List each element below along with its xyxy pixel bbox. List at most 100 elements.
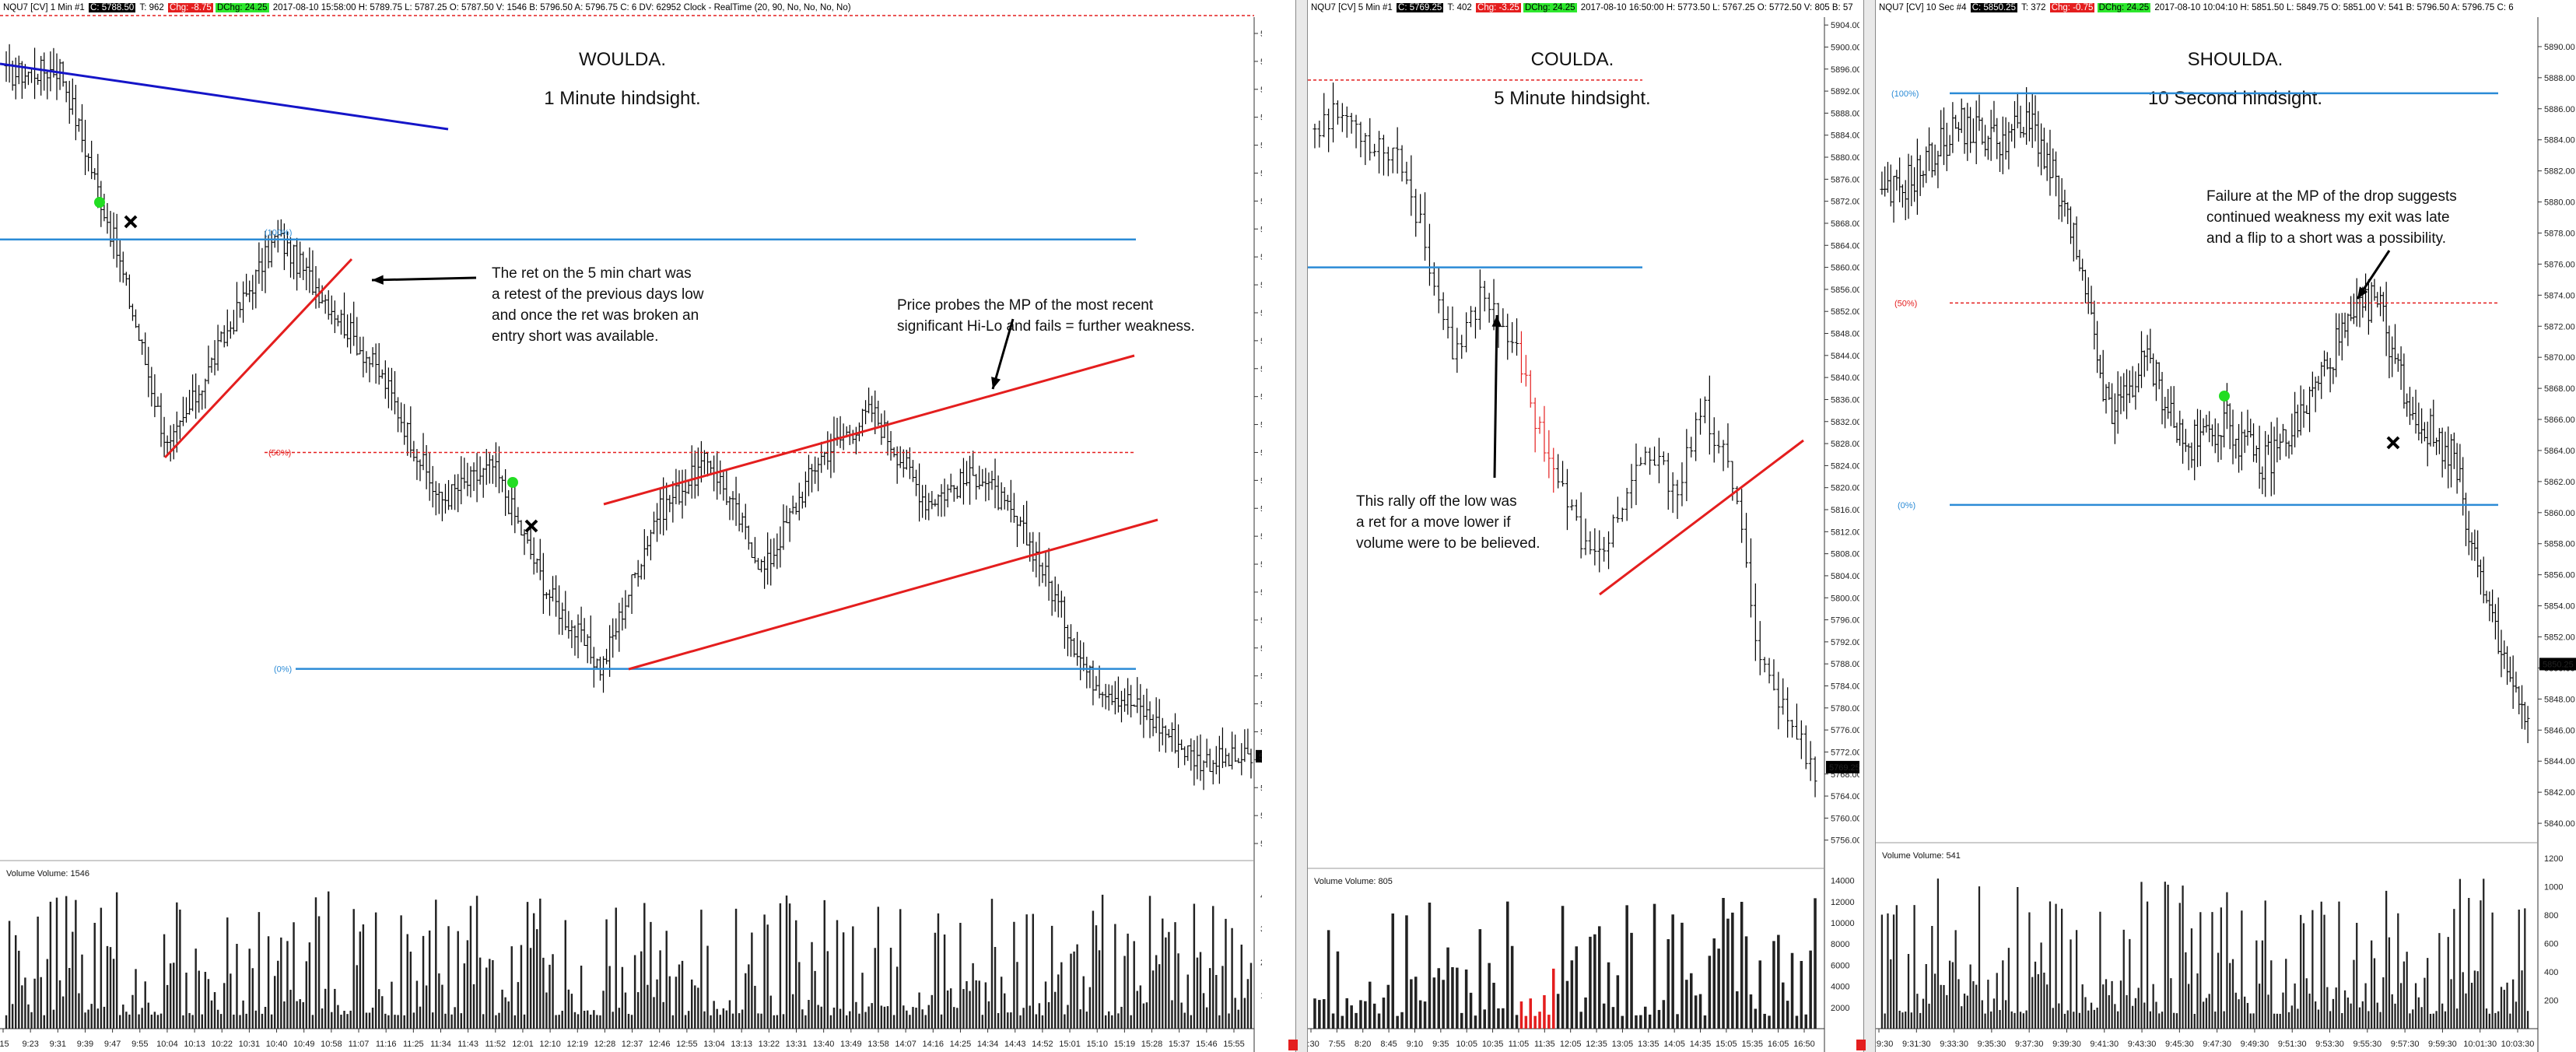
time-tick-label: 11:16 (376, 1040, 397, 1049)
time-tick-label: 9:57:30 (2391, 1040, 2420, 1049)
price-tick-label: 5882.00 (2544, 167, 2575, 177)
time-tick-label: 12:55 (676, 1040, 698, 1049)
last-price-label: 5850.25 (2543, 660, 2574, 669)
volume-tick-label: 200 (2544, 997, 2558, 1006)
chart-title: SHOULDA. (2188, 49, 2283, 70)
price-tick-label: 5872.00 (2544, 322, 2575, 331)
price-tick-label: 5828.00 (1260, 476, 1262, 486)
fib-100-label: (100%) (1891, 89, 1919, 99)
time-tick-label: 10:04 (156, 1040, 178, 1049)
time-tick-label: 9:53:30 (2315, 1040, 2344, 1049)
panel-divider[interactable] (1863, 0, 1876, 1052)
fib-100-label: (100%) (265, 229, 292, 238)
volume-label: Volume Volume: 1546 (6, 869, 89, 878)
chart-title: WOULDA. (579, 49, 666, 70)
price-tick-label: 5872.00 (1260, 169, 1262, 178)
time-tick-label: :15 (0, 1040, 9, 1049)
price-tick-label: 5776.00 (1831, 726, 1859, 735)
red-trendline-rally (163, 258, 353, 459)
time-tick-label: 1:30 (1308, 1040, 1320, 1049)
time-tick-label: 16:50 (1793, 1040, 1815, 1049)
volume-label: Volume Volume: 541 (1882, 851, 1961, 861)
price-tick-label: 5760.00 (1831, 814, 1859, 823)
time-tick-label: 9:10 (1407, 1040, 1423, 1049)
price-tick-label: 5848.00 (1831, 330, 1859, 339)
price-tick-label: 5756.00 (1831, 836, 1859, 846)
ticks-label: T: 962 (139, 3, 164, 12)
volume-tick-label: 10000 (1831, 919, 1855, 928)
price-tick-label: 5842.00 (2544, 788, 2575, 798)
time-tick-label: 10:58 (321, 1040, 342, 1049)
time-tick-label: 14:05 (1663, 1040, 1685, 1049)
price-tick-label: 5884.00 (2544, 136, 2575, 146)
price-tick-label: 5858.00 (2544, 540, 2575, 549)
time-tick-label: 9:41:30 (2090, 1040, 2119, 1049)
time-tick-label: 12:19 (567, 1040, 589, 1049)
price-tick-label: 5864.00 (1260, 225, 1262, 234)
panel-divider[interactable] (1295, 0, 1308, 1052)
price-tick-label: 5890.00 (2544, 43, 2575, 52)
symbol-label: NQU7 [CV] 5 Min #1 (1311, 3, 1393, 12)
close-badge: C: 5788.50 (89, 3, 136, 12)
close-badge: C: 5850.25 (1970, 3, 2017, 12)
time-tick-label: 12:35 (1586, 1040, 1607, 1049)
time-tick-label: 10:05 (1456, 1040, 1477, 1049)
time-tick-label: 10:22 (211, 1040, 233, 1049)
price-tick-label: 5848.00 (1260, 337, 1262, 346)
price-tick-label: 5846.00 (2544, 726, 2575, 735)
price-tick-label: 5808.00 (1831, 550, 1859, 559)
red-square-marker (1856, 1040, 1866, 1050)
time-tick-label: 12:37 (622, 1040, 643, 1049)
time-tick-label: 9:45:30 (2165, 1040, 2194, 1049)
time-tick-label: 11:07 (349, 1040, 370, 1049)
price-tick-label: 5800.00 (1831, 594, 1859, 603)
annotation-text: a retest of the previous days low (492, 286, 704, 303)
time-tick-label: 13:58 (867, 1040, 889, 1049)
bar-info: 2017-08-10 15:58:00 H: 5789.75 L: 5787.2… (272, 3, 851, 12)
price-tick-label: 5836.00 (1260, 421, 1262, 430)
price-tick-label: 5860.00 (2544, 509, 2575, 518)
volume-tick-label: 1000 (1260, 991, 1262, 1001)
fib-50-label: (50%) (268, 448, 291, 458)
time-tick-label: 13:05 (1612, 1040, 1634, 1049)
change-badge: Chg: -3.25 (1476, 3, 1521, 12)
annotation-arrow (371, 276, 477, 282)
green-dot-marker (507, 477, 518, 488)
price-tick-label: 5780.00 (1831, 704, 1859, 714)
volume-tick-label: 12000 (1831, 898, 1855, 907)
volume-tick-label: 2000 (1831, 1004, 1849, 1013)
time-tick-label: 12:28 (594, 1040, 616, 1049)
price-tick-label: 5876.00 (1260, 142, 1262, 151)
time-tick-label: 10:49 (293, 1040, 315, 1049)
price-tick-label: 5844.00 (1831, 352, 1859, 361)
annotation-arrow (991, 318, 1015, 390)
channel-lower-line (628, 518, 1158, 671)
price-tick-label: 5784.00 (1260, 784, 1262, 793)
last-price-badge (2539, 658, 2576, 671)
chart-canvas[interactable]: 5892.00 5888.00 5884.00 5880.00 5876.00 5872.… (0, 0, 1262, 1052)
price-tick-label: 5854.00 (2544, 602, 2575, 612)
annotation-arrow-head (2357, 286, 2368, 299)
time-tick-label: 15:01 (1059, 1040, 1081, 1049)
time-tick-label: 9:55:30 (2353, 1040, 2381, 1049)
volume-tick-label: 14000 (1831, 877, 1855, 886)
price-tick-label: 5804.00 (1260, 644, 1262, 654)
time-tick-label: 15:10 (1086, 1040, 1108, 1049)
time-tick-label: 13:04 (703, 1040, 725, 1049)
price-tick-label: 5864.00 (1831, 241, 1859, 251)
volume-tick-label: 2000 (1260, 958, 1262, 967)
price-tick-label: 5876.00 (1831, 175, 1859, 184)
time-tick-label: 9:47:30 (2203, 1040, 2231, 1049)
chart-canvas[interactable]: 5904.00 5900.00 5896.00 5892.00 5888.00 5884.… (1308, 0, 1859, 1052)
time-tick-label: 10:40 (266, 1040, 288, 1049)
price-tick-label: 5832.00 (1831, 418, 1859, 427)
exit-x-marker (124, 215, 138, 229)
time-tick-label: 9:33:30 (1940, 1040, 1968, 1049)
price-tick-label: 5844.00 (2544, 757, 2575, 766)
price-tick-label: 5888.00 (1831, 109, 1859, 118)
chart-canvas[interactable]: 5890.00 5888.00 5886.00 5884.00 5882.00 5880.… (1876, 0, 2576, 1052)
price-tick-label: 5812.00 (1260, 588, 1262, 598)
price-tick-label: 5824.00 (1260, 504, 1262, 514)
price-tick-label: 5868.00 (1831, 219, 1859, 229)
price-tick-label: 5862.00 (2544, 478, 2575, 487)
